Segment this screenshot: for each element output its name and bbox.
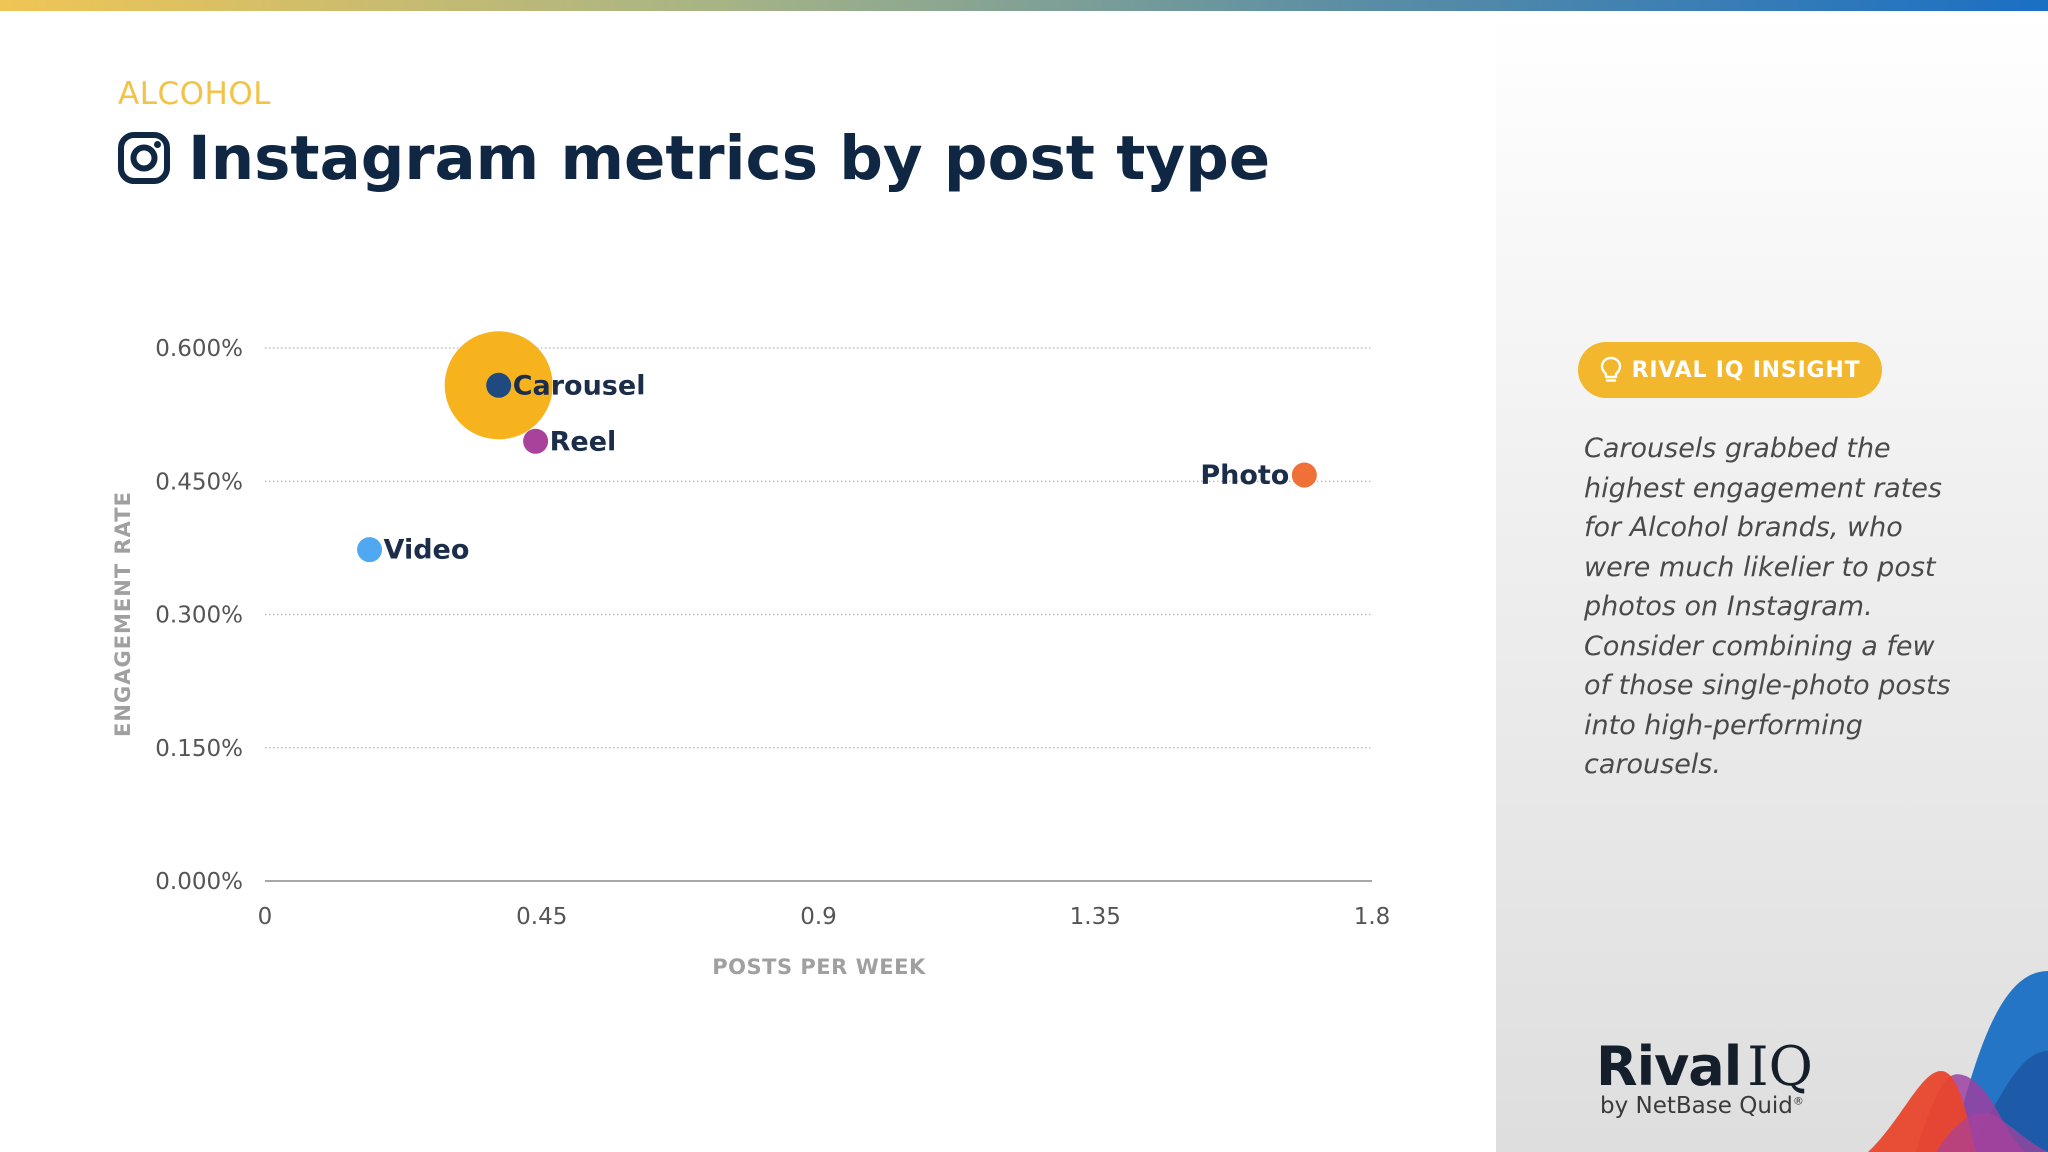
insight-badge-label: RIVAL IQ INSIGHT bbox=[1631, 357, 1861, 383]
data-point-photo bbox=[1291, 462, 1317, 488]
lightbulb-icon bbox=[1600, 356, 1621, 382]
data-label-video: Video bbox=[384, 535, 470, 566]
insight-text: Carousels grabbed the highest engagement… bbox=[1584, 433, 1951, 780]
data-points: Carousel Reel Photo Video bbox=[357, 331, 1317, 566]
x-tick-label: 0.9 bbox=[800, 904, 837, 930]
top-gradient-bar bbox=[0, 0, 2048, 11]
instagram-icon bbox=[118, 132, 170, 184]
category-label: ALCOHOL bbox=[118, 76, 272, 112]
y-tick-labels: 0.000% 0.150% 0.300% 0.450% 0.600% bbox=[155, 336, 243, 895]
data-label-photo: Photo bbox=[1200, 460, 1289, 491]
y-tick-label: 0.150% bbox=[155, 736, 243, 762]
x-tick-labels: 0 0.45 0.9 1.35 1.8 bbox=[258, 904, 1391, 930]
y-tick-label: 0.300% bbox=[155, 603, 243, 629]
data-point-carousel bbox=[486, 372, 512, 398]
logo-iq-text: IQ bbox=[1747, 1035, 1813, 1098]
y-tick-label: 0.000% bbox=[155, 869, 243, 895]
x-tick-label: 1.8 bbox=[1354, 904, 1391, 930]
data-label-carousel: Carousel bbox=[513, 370, 646, 401]
y-tick-label: 0.450% bbox=[155, 469, 243, 495]
x-tick-label: 1.35 bbox=[1070, 904, 1121, 930]
decorative-waves bbox=[1868, 971, 2048, 1152]
data-point-reel bbox=[523, 428, 549, 454]
grid-layer bbox=[265, 347, 1372, 882]
logo-rival-text: Rival bbox=[1596, 1035, 1742, 1098]
y-axis-title: ENGAGEMENT RATE bbox=[111, 491, 135, 737]
page-title: Instagram metrics by post type bbox=[188, 122, 1271, 194]
title-row: Instagram metrics by post type bbox=[116, 118, 1270, 198]
logo-subtitle: by NetBase Quid bbox=[1600, 1093, 1793, 1119]
data-label-reel: Reel bbox=[550, 426, 617, 457]
rivaliq-logo: Rival IQ by NetBase Quid® bbox=[1596, 1035, 1813, 1120]
scatter-chart: 0.000% 0.150% 0.300% 0.450% 0.600% 0 0.45 0.9 1… bbox=[111, 331, 1391, 979]
y-tick-label: 0.600% bbox=[155, 336, 243, 362]
insight-badge: RIVAL IQ INSIGHT bbox=[1578, 342, 1882, 398]
x-tick-label: 0 bbox=[258, 904, 273, 930]
x-tick-label: 0.45 bbox=[516, 904, 567, 930]
data-point-video bbox=[357, 537, 383, 563]
insight-panel: RIVAL IQ INSIGHT Carousels grabbed the h… bbox=[1496, 11, 2048, 1152]
logo-registered-mark: ® bbox=[1792, 1094, 1804, 1108]
x-axis-title: POSTS PER WEEK bbox=[712, 955, 926, 979]
